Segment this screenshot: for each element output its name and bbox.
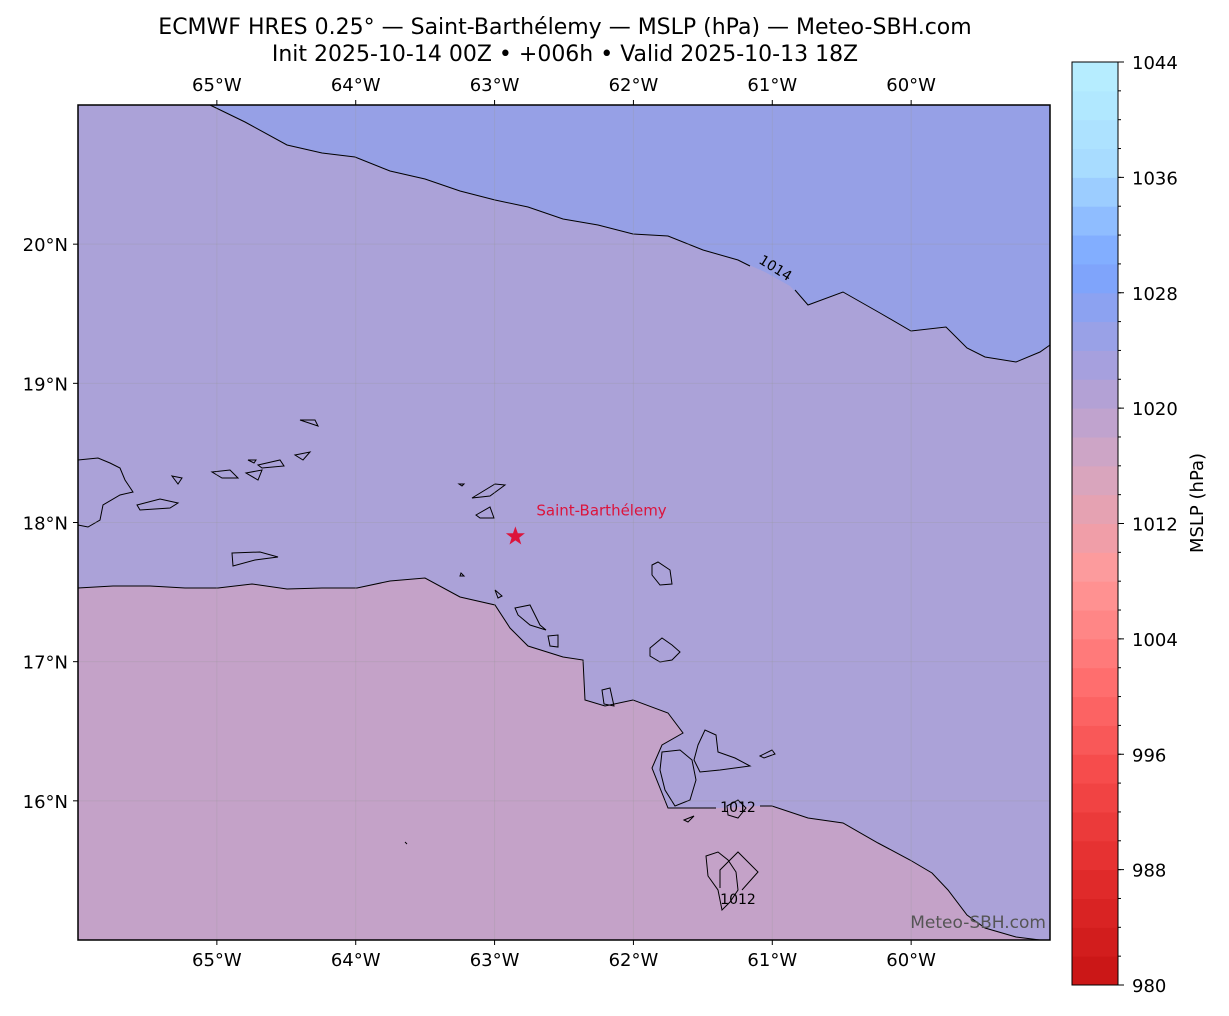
subtitle: Init 2025-10-14 00Z • +006h • Valid 2025…	[272, 42, 858, 67]
x-tick-label: 65°W	[192, 75, 242, 96]
colorbar-tick-label: 980	[1132, 976, 1166, 997]
colorbar-band	[1072, 148, 1118, 178]
x-tick-label: 61°W	[747, 950, 797, 971]
colorbar-tick-label: 1004	[1132, 630, 1178, 651]
colorbar-label: MSLP (hPa)	[1187, 453, 1208, 553]
contour-label: 1012	[720, 892, 756, 908]
colorbar-band	[1072, 206, 1118, 236]
colorbar-band	[1072, 840, 1118, 871]
location-marker	[505, 526, 525, 545]
colorbar-band	[1072, 581, 1118, 611]
x-tick-label: 63°W	[470, 75, 520, 96]
colorbar-tick-label: 1044	[1132, 53, 1178, 74]
colorbar-band	[1072, 667, 1118, 698]
colorbar-tick-label: 1036	[1132, 168, 1178, 189]
colorbar-band	[1072, 90, 1118, 121]
colorbar-band	[1072, 552, 1118, 582]
x-tick-label: 64°W	[331, 950, 381, 971]
x-tick-label: 60°W	[886, 950, 936, 971]
colorbar-band	[1072, 62, 1118, 92]
y-tick-label: 16°N	[23, 792, 68, 813]
colorbar-band	[1072, 754, 1118, 784]
colorbar-band	[1072, 523, 1118, 553]
colorbar-band	[1072, 408, 1118, 438]
contour-line	[794, 289, 1051, 363]
contour-line	[760, 805, 1041, 941]
colorbar-band	[1072, 494, 1118, 524]
colorbar-tick-label: 988	[1132, 861, 1166, 882]
x-tick-label: 61°W	[747, 75, 797, 96]
colorbar-band	[1072, 898, 1118, 928]
colorbar-band	[1072, 263, 1118, 294]
colorbar-band	[1072, 811, 1118, 842]
colorbar-band	[1072, 292, 1118, 323]
colorbar-band	[1072, 638, 1118, 669]
y-tick-label: 19°N	[23, 374, 68, 395]
location-label: Saint-Barthélemy	[536, 501, 666, 519]
colorbar-band	[1072, 696, 1118, 726]
colorbar-band	[1072, 436, 1118, 467]
x-tick-label: 64°W	[331, 75, 381, 96]
colorbar-band	[1072, 350, 1118, 380]
colorbar-band	[1072, 610, 1118, 640]
y-tick-label: 18°N	[23, 514, 68, 535]
contour-line	[77, 577, 716, 809]
region-mid	[78, 105, 1050, 940]
contour-label: 1012	[720, 800, 756, 816]
colorbar-tick-label: 1012	[1132, 515, 1178, 536]
region-high	[210, 105, 1050, 362]
y-tick-label: 17°N	[23, 653, 68, 674]
x-tick-label: 60°W	[886, 75, 936, 96]
colorbar-band	[1072, 119, 1118, 150]
colorbar-band	[1072, 321, 1118, 351]
contour-line	[209, 104, 751, 267]
map-area: 1014 1012 1012 Meteo-SBH.com	[77, 104, 1051, 941]
watermark: Meteo-SBH.com	[910, 913, 1046, 933]
y-tick-label: 20°N	[23, 235, 68, 256]
colorbar-band	[1072, 869, 1118, 899]
colorbar-band	[1072, 465, 1118, 496]
contour-line	[719, 851, 759, 891]
colorbar-band	[1072, 177, 1118, 207]
colorbar-band	[1072, 783, 1118, 813]
colorbar-band	[1072, 927, 1118, 957]
colorbar-band	[1072, 725, 1118, 755]
x-tick-label: 65°W	[192, 950, 242, 971]
colorbar-band	[1072, 379, 1118, 409]
colorbar-tick-label: 996	[1132, 745, 1166, 766]
colorbar-tick-label: 1020	[1132, 399, 1178, 420]
coastlines	[77, 419, 776, 912]
x-tick-label: 63°W	[470, 950, 520, 971]
colorbar-tick-label: 1028	[1132, 284, 1178, 305]
colorbar-band	[1072, 235, 1118, 265]
x-tick-label: 62°W	[609, 75, 659, 96]
title: ECMWF HRES 0.25° — Saint-Barthélemy — MS…	[158, 15, 971, 40]
x-tick-label: 62°W	[609, 950, 659, 971]
colorbar-band	[1072, 956, 1118, 986]
